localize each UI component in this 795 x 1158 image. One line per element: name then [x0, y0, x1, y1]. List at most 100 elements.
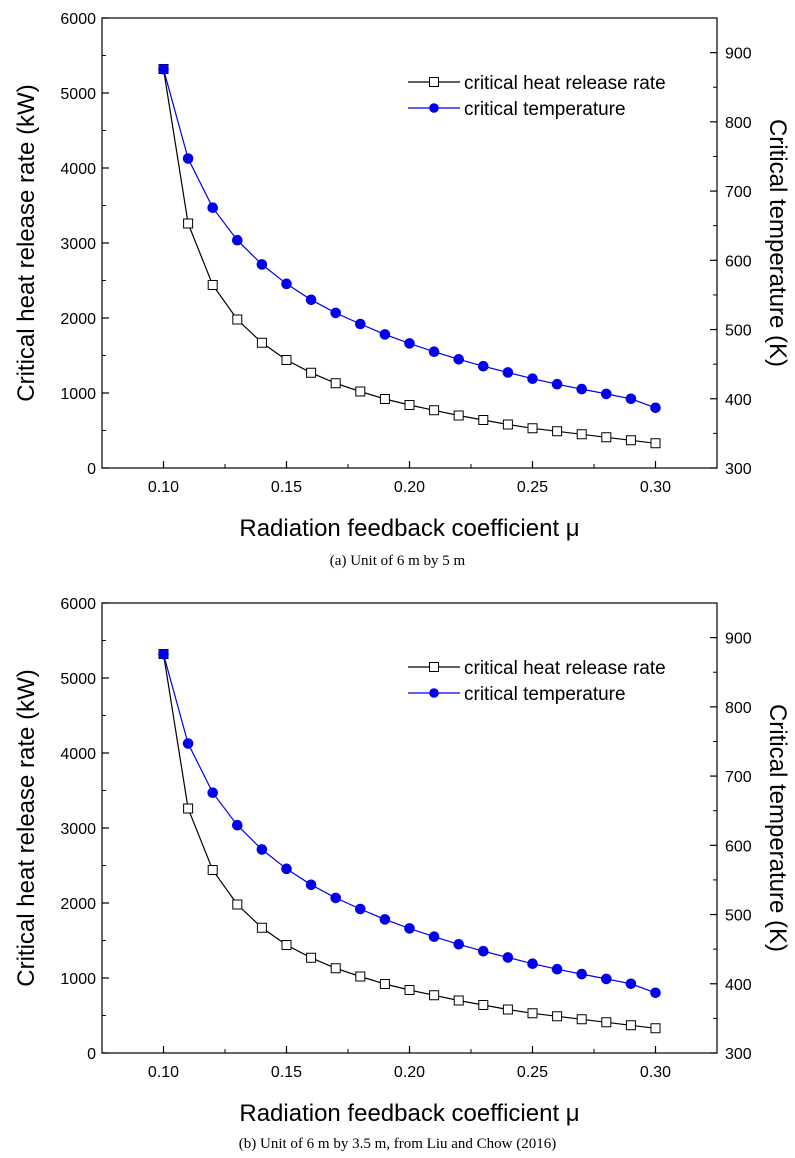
data-point-heat-release	[650, 1023, 661, 1034]
y-left-tick-label: 4000	[60, 161, 96, 178]
data-point-heat-release	[404, 400, 415, 410]
data-point-temperature	[158, 63, 169, 75]
y-right-tick-label: 300	[725, 461, 752, 478]
y-left-tick-label: 0	[87, 461, 96, 478]
y-left-tick-label: 1000	[60, 386, 96, 403]
data-point-temperature	[330, 892, 342, 904]
y-right-axis-title: Critical temperature (K)	[764, 704, 791, 952]
y-right-tick-label: 600	[725, 838, 752, 855]
data-point-temperature	[182, 153, 194, 164]
data-point-temperature	[355, 903, 366, 915]
y-left-axis-title: Critical heat release rate (kW)	[13, 84, 40, 401]
x-tick-label: 0.30	[640, 1064, 671, 1081]
data-point-heat-release	[576, 1014, 587, 1025]
y-left-tick-label: 4000	[60, 746, 96, 763]
y-right-tick-label: 300	[725, 1046, 752, 1063]
y-right-tick-label: 900	[725, 631, 752, 648]
legend-label-1: critical heat release rate	[464, 658, 666, 679]
y-right-tick-label: 400	[725, 392, 752, 409]
data-point-temperature	[207, 202, 218, 213]
data-point-heat-release	[429, 990, 440, 1001]
data-point-heat-release	[379, 979, 390, 989]
data-point-heat-release	[207, 865, 218, 875]
data-point-heat-release	[306, 367, 317, 378]
y-left-tick-label: 5000	[60, 86, 96, 103]
data-point-temperature	[551, 378, 563, 390]
y-right-tick-label: 700	[725, 769, 752, 786]
legend-marker-1	[429, 662, 439, 672]
data-point-temperature	[428, 931, 440, 942]
data-point-temperature	[182, 738, 194, 749]
data-point-heat-release	[379, 394, 390, 404]
data-point-temperature	[601, 973, 612, 985]
y-right-tick-label: 800	[725, 115, 752, 132]
data-point-heat-release	[256, 922, 267, 933]
legend-marker-2	[429, 103, 439, 113]
data-point-temperature	[379, 914, 391, 925]
data-point-temperature	[428, 346, 440, 357]
data-point-heat-release	[576, 429, 587, 440]
data-point-temperature	[478, 360, 489, 372]
y-right-tick-label: 600	[725, 253, 752, 270]
x-tick-label: 0.15	[271, 479, 302, 496]
y-left-tick-label: 6000	[60, 596, 96, 613]
data-point-temperature	[453, 354, 465, 365]
legend-label-2: critical temperature	[464, 99, 626, 120]
data-point-temperature	[256, 844, 268, 855]
data-point-temperature	[625, 978, 637, 990]
data-point-heat-release	[281, 355, 292, 365]
data-point-heat-release	[453, 410, 464, 421]
chart-panel-a: 0.10 0.15 0.20 0.25 0.30 0 1000 2000 3000 4000 500…	[0, 0, 795, 545]
data-point-temperature	[551, 963, 563, 975]
data-point-temperature	[305, 879, 317, 891]
data-point-heat-release	[527, 1008, 538, 1019]
data-point-temperature	[232, 234, 243, 246]
x-tick-label: 0.25	[517, 1064, 548, 1081]
y-left-tick-label: 6000	[60, 11, 96, 28]
data-point-heat-release	[429, 405, 440, 416]
y-left-axis-title: Critical heat release rate (kW)	[13, 669, 40, 986]
data-point-heat-release	[478, 415, 489, 425]
data-point-heat-release	[625, 435, 636, 446]
caption-b: (b) Unit of 6 m by 3.5 m, from Liu and C…	[238, 1136, 557, 1152]
data-point-heat-release	[552, 426, 563, 437]
data-point-heat-release	[281, 940, 292, 950]
y-right-tick-label: 400	[725, 977, 752, 994]
data-point-heat-release	[330, 378, 341, 389]
data-point-temperature	[650, 402, 661, 414]
data-point-heat-release	[207, 280, 218, 290]
data-point-heat-release	[502, 1004, 513, 1015]
data-point-temperature	[404, 338, 415, 349]
x-tick-label: 0.10	[148, 1064, 179, 1081]
data-point-heat-release	[183, 803, 194, 814]
data-point-temperature	[158, 648, 169, 660]
y-left-tick-label: 2000	[60, 896, 96, 913]
y-left-tick-label: 5000	[60, 671, 96, 688]
data-point-heat-release	[404, 985, 415, 995]
data-point-heat-release	[330, 963, 341, 974]
data-point-temperature	[478, 945, 489, 957]
x-axis-title: Radiation feedback coefficient μ	[239, 515, 579, 542]
data-point-heat-release	[601, 432, 612, 443]
data-point-temperature	[355, 318, 366, 330]
data-point-heat-release	[552, 1011, 563, 1022]
legend-marker-2	[429, 688, 439, 698]
data-point-temperature	[576, 968, 588, 980]
y-right-tick-label: 500	[725, 908, 752, 925]
data-point-temperature	[207, 787, 218, 798]
data-point-temperature	[281, 278, 292, 290]
data-point-heat-release	[527, 423, 538, 434]
data-point-heat-release	[232, 314, 243, 325]
data-point-heat-release	[232, 899, 243, 910]
y-left-tick-label: 0	[87, 1046, 96, 1063]
data-point-temperature	[576, 383, 588, 395]
y-left-tick-label: 3000	[60, 821, 96, 838]
data-point-temperature	[379, 329, 391, 340]
chart-panel-b: 0.10 0.15 0.20 0.25 0.30 0 1000 2000 3000 4000 500…	[0, 585, 795, 1130]
data-point-temperature	[502, 367, 514, 378]
data-point-heat-release	[502, 419, 513, 430]
data-point-heat-release	[625, 1020, 636, 1031]
x-tick-label: 0.20	[394, 479, 425, 496]
x-tick-label: 0.25	[517, 479, 548, 496]
data-point-heat-release	[306, 952, 317, 963]
